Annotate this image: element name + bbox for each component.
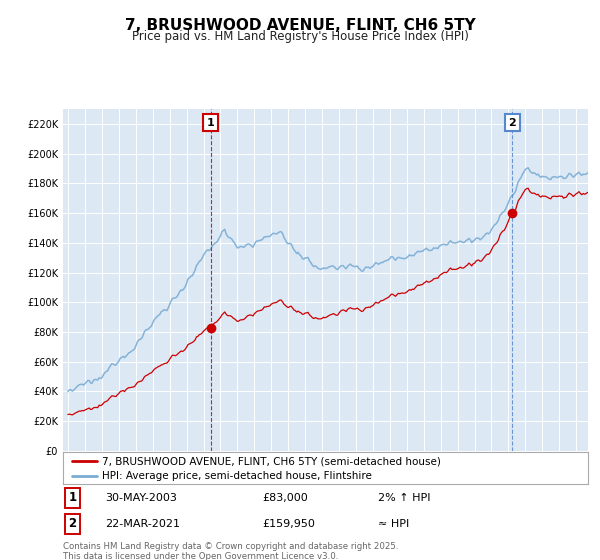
Text: 7, BRUSHWOOD AVENUE, FLINT, CH6 5TY (semi-detached house): 7, BRUSHWOOD AVENUE, FLINT, CH6 5TY (sem… xyxy=(103,456,441,466)
Text: 2: 2 xyxy=(68,517,77,530)
Text: 2: 2 xyxy=(508,118,516,128)
Text: 1: 1 xyxy=(68,491,77,504)
Text: 7, BRUSHWOOD AVENUE, FLINT, CH6 5TY: 7, BRUSHWOOD AVENUE, FLINT, CH6 5TY xyxy=(125,18,475,32)
Text: 2% ↑ HPI: 2% ↑ HPI xyxy=(378,493,431,503)
Text: 1: 1 xyxy=(206,118,214,128)
Text: ≈ HPI: ≈ HPI xyxy=(378,519,409,529)
Text: 30-MAY-2003: 30-MAY-2003 xyxy=(105,493,177,503)
Text: Price paid vs. HM Land Registry's House Price Index (HPI): Price paid vs. HM Land Registry's House … xyxy=(131,30,469,43)
Text: £83,000: £83,000 xyxy=(263,493,308,503)
Text: £159,950: £159,950 xyxy=(263,519,316,529)
Text: HPI: Average price, semi-detached house, Flintshire: HPI: Average price, semi-detached house,… xyxy=(103,471,372,481)
Text: 22-MAR-2021: 22-MAR-2021 xyxy=(105,519,180,529)
Text: Contains HM Land Registry data © Crown copyright and database right 2025.
This d: Contains HM Land Registry data © Crown c… xyxy=(63,542,398,560)
